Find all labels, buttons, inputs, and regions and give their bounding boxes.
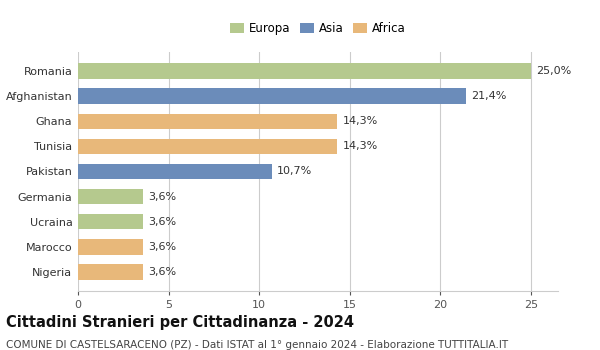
Text: 14,3%: 14,3%	[343, 141, 378, 152]
Text: 10,7%: 10,7%	[277, 167, 313, 176]
Bar	[78, 63, 531, 79]
Bar	[78, 139, 337, 154]
Bar	[78, 264, 143, 280]
Bar	[78, 113, 337, 129]
Text: 21,4%: 21,4%	[471, 91, 506, 101]
Bar	[78, 239, 143, 254]
Text: 3,6%: 3,6%	[149, 242, 177, 252]
Text: Cittadini Stranieri per Cittadinanza - 2024: Cittadini Stranieri per Cittadinanza - 2…	[6, 315, 354, 330]
Bar	[78, 214, 143, 230]
Bar	[78, 189, 143, 204]
Text: 3,6%: 3,6%	[149, 267, 177, 277]
Bar	[78, 89, 466, 104]
Text: 3,6%: 3,6%	[149, 191, 177, 202]
Text: 3,6%: 3,6%	[149, 217, 177, 227]
Bar	[78, 164, 272, 179]
Legend: Europa, Asia, Africa: Europa, Asia, Africa	[228, 19, 408, 37]
Text: 14,3%: 14,3%	[343, 116, 378, 126]
Text: COMUNE DI CASTELSARACENO (PZ) - Dati ISTAT al 1° gennaio 2024 - Elaborazione TUT: COMUNE DI CASTELSARACENO (PZ) - Dati IST…	[6, 340, 508, 350]
Text: 25,0%: 25,0%	[536, 66, 572, 76]
